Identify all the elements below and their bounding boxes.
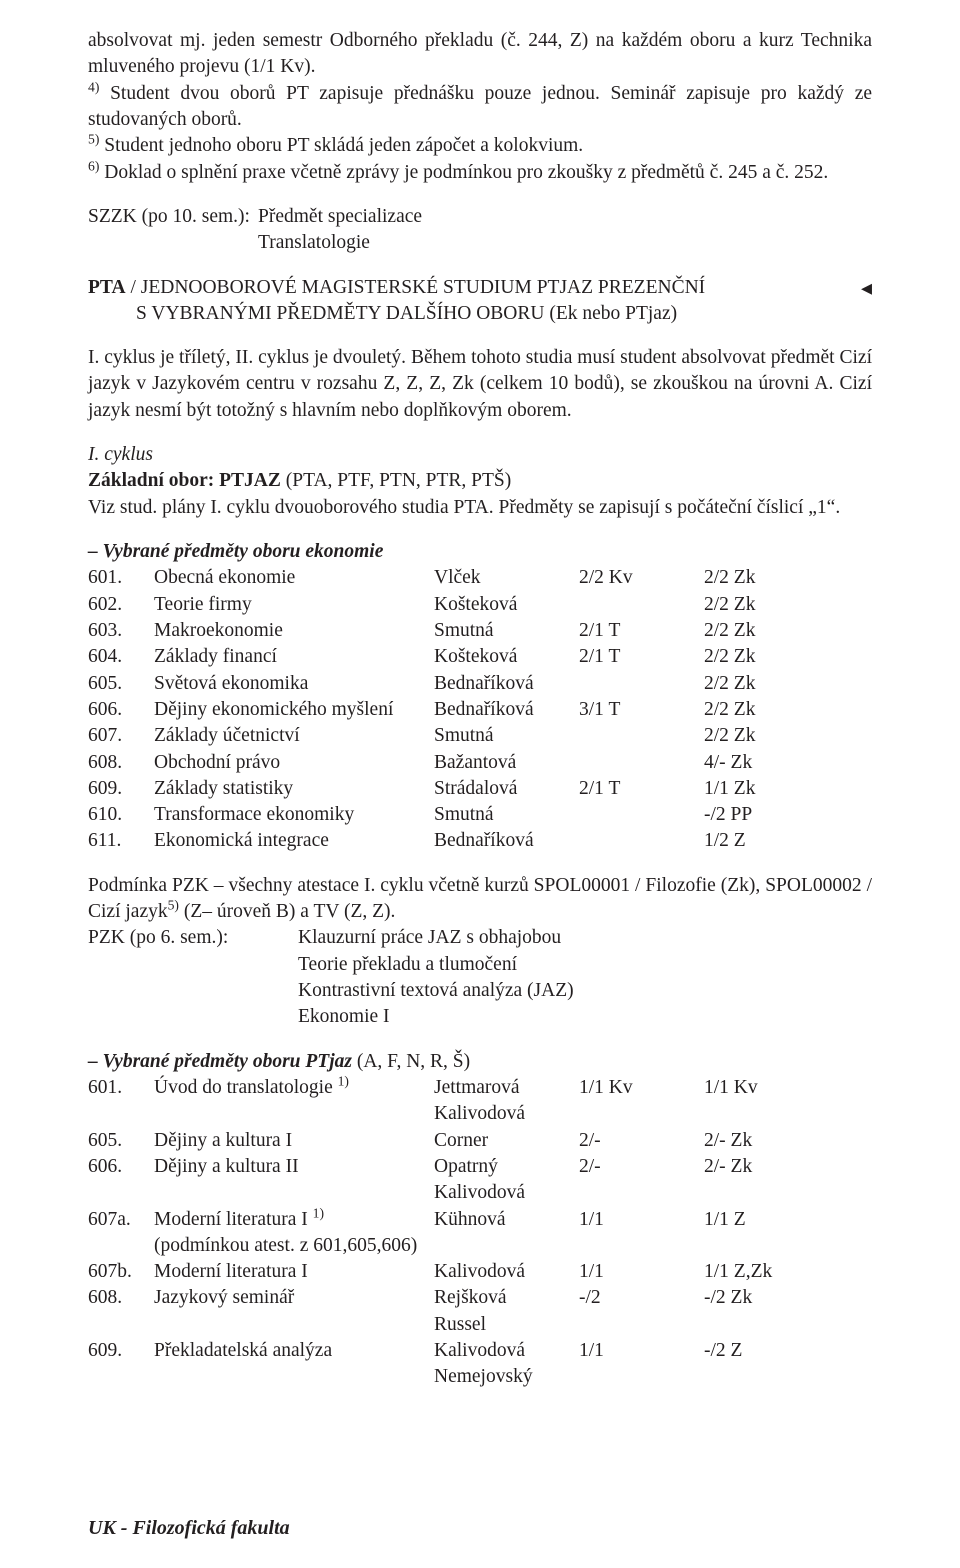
szzk-row-2: Translatologie bbox=[88, 230, 872, 256]
table-row: 608.Obchodní právoBažantová4/- Zk bbox=[88, 750, 872, 776]
szzk-row-1: SZZK (po 10. sem.): Předmět specializace bbox=[88, 204, 872, 230]
szzk-val-1: Předmět specializace bbox=[258, 204, 872, 230]
icyklus-l3: Viz stud. plány I. cyklu dvouoborového s… bbox=[88, 495, 872, 521]
table-row: (podmínkou atest. z 601,605,606) bbox=[88, 1233, 872, 1259]
icyklus-l1: I. cyklus bbox=[88, 442, 872, 468]
pzk-lines: PZK (po 6. sem.):Klauzurní práce JAZ s o… bbox=[88, 925, 872, 1030]
ptjaz-title-b: (A, F, N, R, Š) bbox=[352, 1051, 470, 1072]
table-row: 602.Teorie firmyKošteková2/2 Zk bbox=[88, 592, 872, 618]
table-row: 610.Transformace ekonomikySmutná-/2 PP bbox=[88, 802, 872, 828]
table-row: Kalivodová bbox=[88, 1101, 872, 1127]
table-row: 606.Dějiny ekonomického myšleníBednaříko… bbox=[88, 697, 872, 723]
pzk-v4: Ekonomie I bbox=[298, 1004, 872, 1030]
pzk-label: PZK (po 6. sem.): bbox=[88, 925, 298, 951]
intro-p3: 5) Student jednoho oboru PT skládá jeden… bbox=[88, 133, 872, 159]
cycle-paragraph: I. cyklus je tříletý, II. cyklus je dvou… bbox=[88, 345, 872, 424]
pzk-v3: Kontrastivní textová analýza (JAZ) bbox=[298, 978, 872, 1004]
footer: UK - Filozofická fakulta bbox=[88, 1517, 290, 1540]
program-heading: PTA / JEDNOOBOROVÉ MAGISTERSKÉ STUDIUM P… bbox=[88, 275, 872, 328]
pzk-para-b: (Z– úroveň B) a TV (Z, Z). bbox=[179, 901, 395, 922]
icyklus-l2a: Základní obor: PTJAZ bbox=[88, 470, 281, 491]
pzk-v2: Teorie překladu a tlumočení bbox=[298, 952, 872, 978]
table-row: Nemejovský bbox=[88, 1364, 872, 1390]
heading-bold: PTA bbox=[88, 277, 126, 298]
intro-p2-text: Student dvou oborů PT zapisuje přednášku… bbox=[88, 83, 872, 130]
ptjaz-table: 601.Úvod do translatologie 1)Jettmarová1… bbox=[88, 1075, 872, 1391]
intro-p2: 4) Student dvou oborů PT zapisuje předná… bbox=[88, 81, 872, 134]
table-row: 606.Dějiny a kultura IIOpatrný2/-2/- Zk bbox=[88, 1154, 872, 1180]
table-row: 601.Obecná ekonomieVlček2/2 Kv2/2 Zk bbox=[88, 565, 872, 591]
eco-table: 601.Obecná ekonomieVlček2/2 Kv2/2 Zk602.… bbox=[88, 565, 872, 854]
table-row: Russel bbox=[88, 1312, 872, 1338]
table-row: 611.Ekonomická integraceBednaříková1/2 Z bbox=[88, 828, 872, 854]
table-row: 609.Překladatelská analýzaKalivodová1/1-… bbox=[88, 1338, 872, 1364]
pzk-block: Podmínka PZK – všechny atestace I. cyklu… bbox=[88, 873, 872, 926]
intro-p1: absolvovat mj. jeden semestr Odborného p… bbox=[88, 28, 872, 81]
icyklus-l2b: (PTA, PTF, PTN, PTR, PTŠ) bbox=[281, 470, 511, 491]
pzk-v1: Klauzurní práce JAZ s obhajobou bbox=[298, 925, 872, 951]
table-row: 605.Dějiny a kultura ICorner2/-2/- Zk bbox=[88, 1128, 872, 1154]
table-row: 601.Úvod do translatologie 1)Jettmarová1… bbox=[88, 1075, 872, 1101]
table-row: 604.Základy financíKošteková2/1 T2/2 Zk bbox=[88, 644, 872, 670]
table-row: 607b.Moderní literatura IKalivodová1/11/… bbox=[88, 1259, 872, 1285]
pzk-para-sup: 5) bbox=[168, 898, 179, 913]
sup-5: 5) bbox=[88, 132, 99, 147]
intro-p4-text: Doklad o splnění praxe včetně zprávy je … bbox=[104, 162, 828, 183]
intro-p3-text: Student jednoho oboru PT skládá jeden zá… bbox=[104, 135, 583, 156]
intro-p4: 6) Doklad o splnění praxe včetně zprávy … bbox=[88, 160, 872, 186]
szzk-label: SZZK (po 10. sem.): bbox=[88, 204, 258, 230]
ptjaz-title-a: – Vybrané předměty oboru PTjaz bbox=[88, 1051, 352, 1072]
szzk-val-2: Translatologie bbox=[258, 230, 872, 256]
heading-rest2: S VYBRANÝMI PŘEDMĚTY DALŠÍHO OBORU (Ek n… bbox=[88, 301, 853, 327]
sup-4: 4) bbox=[88, 79, 99, 94]
table-row: 603.MakroekonomieSmutná2/1 T2/2 Zk bbox=[88, 618, 872, 644]
table-row: 609.Základy statistikyStrádalová2/1 T1/1… bbox=[88, 776, 872, 802]
triangle-icon: ◂ bbox=[853, 275, 872, 299]
eco-title: – Vybrané předměty oboru ekonomie bbox=[88, 539, 872, 565]
table-row: 605.Světová ekonomikaBednaříková2/2 Zk bbox=[88, 671, 872, 697]
table-row: Kalivodová bbox=[88, 1180, 872, 1206]
table-row: 607a.Moderní literatura I 1)Kühnová1/11/… bbox=[88, 1207, 872, 1233]
sup-6: 6) bbox=[88, 158, 99, 173]
table-row: 607.Základy účetnictvíSmutná2/2 Zk bbox=[88, 723, 872, 749]
heading-rest1: / JEDNOOBOROVÉ MAGISTERSKÉ STUDIUM PTJAZ… bbox=[126, 277, 706, 298]
table-row: 608.Jazykový seminářRejšková-/2-/2 Zk bbox=[88, 1285, 872, 1311]
